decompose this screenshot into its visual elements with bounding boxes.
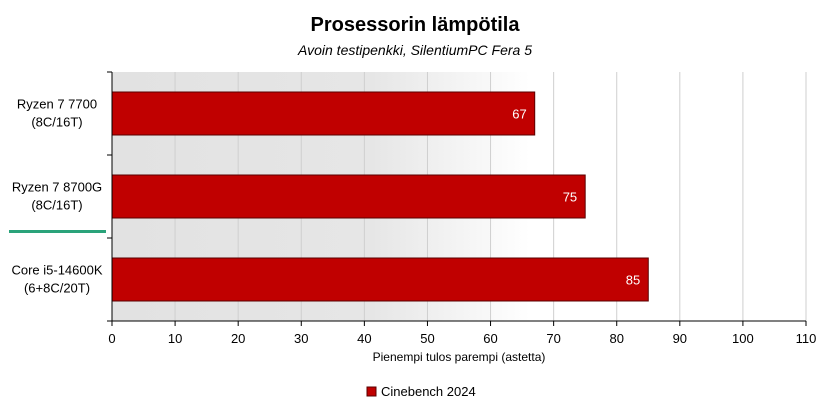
bars: 67 75 85 bbox=[111, 91, 649, 302]
x-tick-label: 0 bbox=[108, 331, 115, 346]
bar bbox=[111, 174, 586, 219]
axes bbox=[107, 71, 807, 326]
category-label: (8C/16T) bbox=[31, 115, 82, 130]
bar-value-label: 67 bbox=[512, 107, 526, 122]
category-label: Ryzen 7 8700G bbox=[12, 180, 102, 195]
bar-value-label: 75 bbox=[563, 190, 577, 205]
x-tick-label: 30 bbox=[294, 331, 308, 346]
x-tick-labels: 0 10 20 30 40 50 60 70 80 90 100 110 bbox=[108, 331, 816, 346]
category-label: Ryzen 7 7700 bbox=[17, 97, 97, 112]
bar bbox=[111, 91, 536, 136]
x-tick-label: 90 bbox=[673, 331, 687, 346]
category-label: (6+8C/20T) bbox=[24, 281, 90, 296]
x-tick-label: 20 bbox=[231, 331, 245, 346]
x-tick-label: 70 bbox=[546, 331, 560, 346]
legend-swatch bbox=[366, 386, 377, 397]
x-tick-label: 50 bbox=[420, 331, 434, 346]
x-tick-label: 60 bbox=[483, 331, 497, 346]
x-tick-label: 80 bbox=[609, 331, 623, 346]
x-tick-label: 110 bbox=[796, 331, 817, 346]
x-tick-label: 40 bbox=[357, 331, 371, 346]
bar-value-label: 85 bbox=[626, 273, 640, 288]
x-axis-title: Pienempi tulos parempi (astetta) bbox=[373, 350, 546, 364]
legend: Cinebench 2024 bbox=[366, 384, 476, 399]
x-tick-label: 10 bbox=[168, 331, 182, 346]
bar bbox=[111, 257, 649, 302]
category-label: (8C/16T) bbox=[31, 198, 82, 213]
x-tick-label: 100 bbox=[732, 331, 754, 346]
legend-label: Cinebench 2024 bbox=[381, 384, 476, 399]
chart-subtitle: Avoin testipenkki, SilentiumPC Fera 5 bbox=[297, 42, 532, 58]
chart-title: Prosessorin lämpötila bbox=[311, 14, 521, 36]
category-labels: Ryzen 7 7700 (8C/16T) Ryzen 7 8700G (8C/16T… bbox=[9, 97, 106, 296]
category-label: Core i5-14600K bbox=[11, 263, 102, 278]
